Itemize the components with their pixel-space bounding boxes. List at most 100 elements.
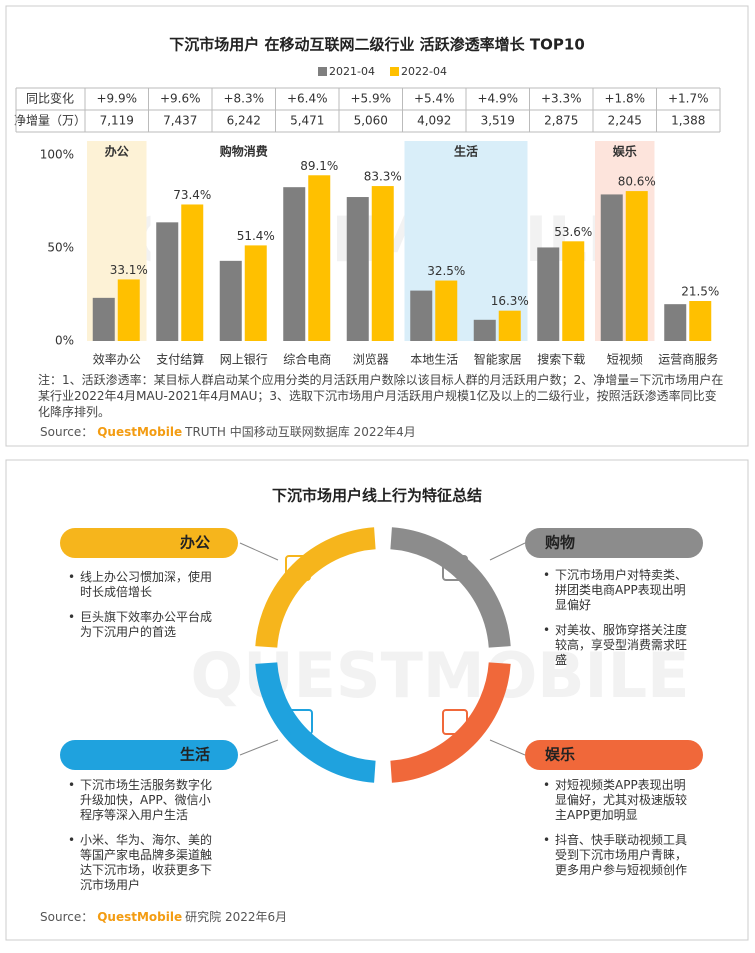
- bullet-list: 对短视频类APP表现出明显偏好，尤其对极速版较主APP更加明显抖音、快手联动视频…: [543, 778, 693, 888]
- value-label: 33.1%: [110, 263, 148, 277]
- table-cell: +6.4%: [287, 92, 328, 106]
- source-brand: QuestMobile: [97, 910, 182, 924]
- table-cell: +4.9%: [477, 92, 518, 106]
- table-row-label: 净增量（万）: [14, 114, 86, 128]
- note: 注：1、活跃渗透率：某目标人群启动某个应用分类的月活跃用户数除以该目标人群的月活…: [38, 373, 724, 419]
- connector: [239, 739, 279, 756]
- group-label: 生活: [454, 144, 478, 159]
- bullet: 下沉市场用户对特卖类、拼团类电商APP表现出明显偏好: [543, 568, 693, 613]
- connector: [489, 542, 526, 561]
- bullet-list: 下沉市场生活服务数字化升级加快，APP、微信小程序等深入用户生活小米、华为、海尔…: [68, 778, 218, 903]
- value-label: 21.5%: [681, 285, 719, 299]
- legend-swatch: [390, 67, 399, 76]
- table-cell: +9.6%: [160, 92, 201, 106]
- quadrant-label: 生活: [180, 746, 210, 764]
- legend-label: 2022-04: [401, 65, 447, 78]
- ring-segment: [390, 527, 511, 648]
- table-cell: +9.9%: [96, 92, 137, 106]
- value-label: 51.4%: [237, 229, 275, 243]
- quadrant-label: 办公: [180, 534, 210, 552]
- bar: [346, 197, 369, 341]
- pill: [60, 528, 238, 558]
- y-tick-label: 0%: [55, 334, 74, 348]
- value-label: 80.6%: [618, 175, 656, 189]
- icon: [442, 555, 468, 581]
- bar: [92, 297, 115, 341]
- source: Source： QuestMobile 研究院 2022年6月: [40, 909, 287, 924]
- icon: [287, 709, 313, 735]
- value-label: 32.5%: [427, 264, 465, 278]
- bullet: 下沉市场生活服务数字化升级加快，APP、微信小程序等深入用户生活: [68, 778, 218, 823]
- x-tick-label: 短视频: [607, 352, 643, 367]
- table-row-label: 同比变化: [26, 91, 74, 106]
- icon: [442, 709, 468, 735]
- bar: [156, 222, 179, 341]
- table-cell: +1.8%: [604, 92, 645, 106]
- bar: [600, 194, 623, 341]
- x-tick-label: 本地生活: [410, 353, 458, 367]
- bar: [308, 175, 331, 341]
- table-cell: 1,388: [671, 114, 705, 128]
- source: Source： QuestMobile TRUTH 中国移动互联网数据库 2022年…: [40, 424, 416, 439]
- value-label: 73.4%: [173, 188, 211, 202]
- table-cell: 6,242: [227, 114, 261, 128]
- bar: [117, 279, 140, 341]
- bar: [283, 187, 306, 341]
- x-tick-label: 搜索下载: [537, 352, 585, 367]
- table-cell: +3.3%: [541, 92, 582, 106]
- table-cell: +5.4%: [414, 92, 455, 106]
- bar: [562, 241, 585, 341]
- bar: [625, 191, 648, 341]
- table-cell: +8.3%: [223, 92, 264, 106]
- bullet: 线上办公习惯加深，使用时长成倍增长: [68, 570, 218, 600]
- table-cell: 2,875: [544, 114, 578, 128]
- x-tick-label: 综合电商: [283, 352, 331, 367]
- value-label: 89.1%: [300, 159, 338, 173]
- table-cell: 7,437: [163, 114, 197, 128]
- table-cell: 5,060: [354, 114, 388, 128]
- table-cell: 7,119: [100, 114, 134, 128]
- bar: [181, 204, 204, 341]
- source-brand: QuestMobile: [97, 425, 182, 439]
- x-tick-label: 智能家居: [474, 352, 522, 367]
- bullet-list: 下沉市场用户对特卖类、拼团类电商APP表现出明显偏好对美妆、服饰穿搭关注度较高，…: [543, 568, 693, 678]
- bar: [219, 260, 242, 341]
- pill: [525, 528, 703, 558]
- bullet-list: 线上办公习惯加深，使用时长成倍增长巨头旗下效率办公平台成为下沉用户的首选: [68, 570, 218, 650]
- y-tick-label: 100%: [40, 148, 74, 162]
- quadrant-label: 购物: [545, 534, 575, 552]
- bullet: 巨头旗下效率办公平台成为下沉用户的首选: [68, 610, 218, 640]
- source-text: 研究院 2022年6月: [185, 909, 287, 924]
- bar: [410, 290, 433, 341]
- bar: [371, 186, 394, 341]
- x-tick-label: 浏览器: [353, 352, 389, 367]
- ring-segment: [255, 662, 376, 783]
- bar: [689, 301, 712, 341]
- y-tick-label: 50%: [47, 241, 74, 255]
- legend-swatch: [318, 67, 327, 76]
- ring: [255, 527, 511, 783]
- x-tick-label: 运营商服务: [658, 352, 718, 367]
- connector: [239, 542, 279, 561]
- group-label: 办公: [105, 144, 129, 159]
- legend-label: 2021-04: [329, 65, 375, 78]
- value-label: 16.3%: [491, 294, 529, 308]
- source-prefix: Source：: [40, 425, 93, 439]
- bar: [244, 245, 267, 341]
- table-cell: 2,245: [608, 114, 642, 128]
- pill: [525, 740, 703, 770]
- bullet: 对美妆、服饰穿搭关注度较高，享受型消费需求旺盛: [543, 623, 693, 668]
- pill: [60, 740, 238, 770]
- icon: [285, 555, 311, 581]
- source-prefix: Source：: [40, 910, 93, 924]
- table-cell: +5.9%: [350, 92, 391, 106]
- x-tick-label: 网上银行: [220, 353, 268, 367]
- quadrant-label: 娱乐: [545, 746, 575, 764]
- x-tick-label: 效率办公: [93, 352, 141, 367]
- table-cell: 3,519: [481, 114, 515, 128]
- bar: [498, 310, 521, 341]
- bar: [664, 304, 687, 341]
- table-cell: 5,471: [290, 114, 324, 128]
- source-text: TRUTH 中国移动互联网数据库 2022年4月: [184, 424, 416, 439]
